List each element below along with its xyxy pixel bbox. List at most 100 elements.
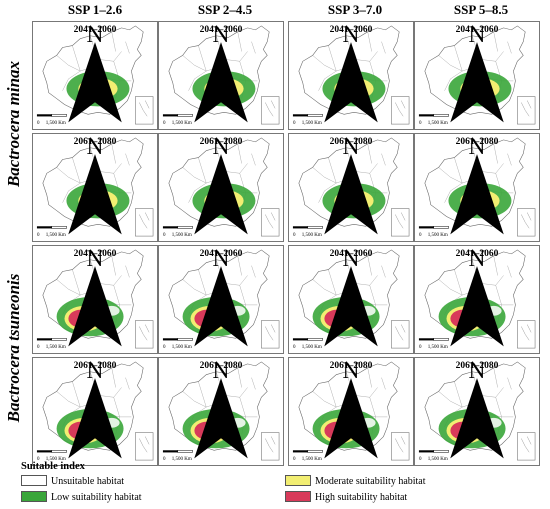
scale-bar-black bbox=[418, 226, 434, 229]
scale-label: 0 1,500 Km bbox=[37, 121, 66, 126]
north-arrow-icon: N bbox=[194, 358, 248, 459]
north-label: N bbox=[87, 246, 104, 272]
scale-bar-black bbox=[292, 226, 308, 229]
north-arrow-icon: N bbox=[68, 246, 122, 347]
map-panel: 2041–2060 N 0 1,500 Km bbox=[32, 245, 158, 354]
scale-label: 0 1,500 Km bbox=[419, 345, 448, 350]
scale-label: 0 1,500 Km bbox=[419, 121, 448, 126]
north-arrow-icon: N bbox=[324, 358, 378, 459]
period-label: 2061–2080 bbox=[199, 137, 243, 147]
north-label: N bbox=[343, 134, 360, 160]
north-label: N bbox=[469, 358, 486, 384]
north-label: N bbox=[213, 134, 230, 160]
scale-unit: Km bbox=[440, 345, 448, 350]
north-label: N bbox=[213, 246, 230, 272]
scale-values: 0 1,500 bbox=[419, 457, 439, 462]
scale-unit: Km bbox=[440, 121, 448, 126]
scale-bar-black bbox=[162, 114, 178, 117]
scenario-header-2: SSP 2–4.5 bbox=[197, 2, 253, 17]
scale-bar-black bbox=[36, 114, 52, 117]
north-label: N bbox=[213, 358, 230, 384]
scale-bar-white bbox=[51, 114, 67, 117]
scale-values: 0 1,500 bbox=[419, 345, 439, 350]
legend-swatch-moderate bbox=[285, 475, 311, 486]
scale-bar-white bbox=[51, 338, 67, 341]
scale-unit: Km bbox=[314, 121, 322, 126]
north-arrow-icon: N bbox=[324, 246, 378, 347]
scale-values: 0 1,500 bbox=[293, 121, 313, 126]
north-arrow-icon: N bbox=[450, 22, 504, 123]
scenario-header-4: SSP 5–8.5 bbox=[453, 2, 509, 17]
north-arrow-icon: N bbox=[68, 134, 122, 235]
period-label: 2041–2060 bbox=[73, 249, 117, 259]
scale-bar-white bbox=[433, 114, 449, 117]
scale-values: 0 1,500 bbox=[419, 121, 439, 126]
map-panel: 2041–2060 N 0 1,500 Km bbox=[158, 245, 284, 354]
scale-bar-black bbox=[162, 338, 178, 341]
scale-unit: Km bbox=[440, 457, 448, 462]
north-arrow-icon: N bbox=[194, 134, 248, 235]
scale-values: 0 1,500 bbox=[163, 345, 183, 350]
scale-values: 0 1,500 bbox=[37, 121, 57, 126]
map-panel: 2041–2060 N 0 1,500 Km bbox=[32, 21, 158, 130]
legend-swatch-high bbox=[285, 491, 311, 502]
scale-bar-white bbox=[307, 114, 323, 117]
period-label: 2061–2080 bbox=[329, 137, 373, 147]
scale-values: 0 1,500 bbox=[293, 233, 313, 238]
scale-bar-white bbox=[177, 114, 193, 117]
scale-values: 0 1,500 bbox=[419, 233, 439, 238]
scale-bar-black bbox=[162, 226, 178, 229]
scale-bar-black bbox=[36, 338, 52, 341]
period-label: 2041–2060 bbox=[455, 25, 499, 35]
scale-label: 0 1,500 Km bbox=[37, 457, 66, 462]
scale-unit: Km bbox=[184, 457, 192, 462]
map-panel: 2061–2080 N 0 1,500 Km bbox=[32, 357, 158, 466]
scale-bar-white bbox=[177, 226, 193, 229]
scale-unit: Km bbox=[58, 457, 66, 462]
scale-bar-white bbox=[307, 226, 323, 229]
scale-unit: Km bbox=[184, 233, 192, 238]
map-panel: 2041–2060 N 0 1,500 Km bbox=[158, 21, 284, 130]
scale-bar-white bbox=[307, 338, 323, 341]
scale-values: 0 1,500 bbox=[163, 233, 183, 238]
scale-unit: Km bbox=[58, 345, 66, 350]
scale-bar-white bbox=[433, 450, 449, 453]
scale-values: 0 1,500 bbox=[37, 457, 57, 462]
north-arrow-icon: N bbox=[194, 22, 248, 123]
map-panel: 2041–2060 N 0 1,500 Km bbox=[288, 245, 414, 354]
scale-bar-black bbox=[418, 338, 434, 341]
map-panel: 2061–2080 N 0 1,500 Km bbox=[32, 133, 158, 242]
north-arrow-icon: N bbox=[324, 22, 378, 123]
legend-swatch-unsuitable bbox=[21, 475, 47, 486]
north-arrow-icon: N bbox=[450, 134, 504, 235]
scale-bar-black bbox=[292, 114, 308, 117]
period-label: 2061–2080 bbox=[455, 137, 499, 147]
scale-label: 0 1,500 Km bbox=[163, 233, 192, 238]
scale-bar-black bbox=[162, 450, 178, 453]
legend-label-unsuitable: Unsuitable habitat bbox=[51, 476, 125, 487]
scale-values: 0 1,500 bbox=[37, 233, 57, 238]
period-label: 2061–2080 bbox=[199, 361, 243, 371]
period-label: 2061–2080 bbox=[73, 361, 117, 371]
scale-label: 0 1,500 Km bbox=[419, 457, 448, 462]
legend-label-moderate: Moderate suitability habitat bbox=[315, 476, 426, 487]
scale-unit: Km bbox=[58, 121, 66, 126]
map-panel: 2061–2080 N 0 1,500 Km bbox=[158, 357, 284, 466]
scale-bar-white bbox=[433, 226, 449, 229]
scale-label: 0 1,500 Km bbox=[163, 345, 192, 350]
north-label: N bbox=[343, 246, 360, 272]
scale-label: 0 1,500 Km bbox=[293, 121, 322, 126]
scale-values: 0 1,500 bbox=[293, 457, 313, 462]
map-panel: 2061–2080 N 0 1,500 Km bbox=[288, 133, 414, 242]
map-panel: 2061–2080 N 0 1,500 Km bbox=[414, 133, 540, 242]
legend-swatch-low bbox=[21, 491, 47, 502]
scale-label: 0 1,500 Km bbox=[37, 233, 66, 238]
scale-unit: Km bbox=[184, 121, 192, 126]
scenario-header-3: SSP 3–7.0 bbox=[327, 2, 383, 17]
north-arrow-icon: N bbox=[324, 134, 378, 235]
north-arrow-icon: N bbox=[194, 246, 248, 347]
scale-bar-black bbox=[36, 226, 52, 229]
species-label-minax: Bactrocera minax bbox=[4, 60, 23, 188]
north-label: N bbox=[469, 22, 486, 48]
north-label: N bbox=[87, 358, 104, 384]
